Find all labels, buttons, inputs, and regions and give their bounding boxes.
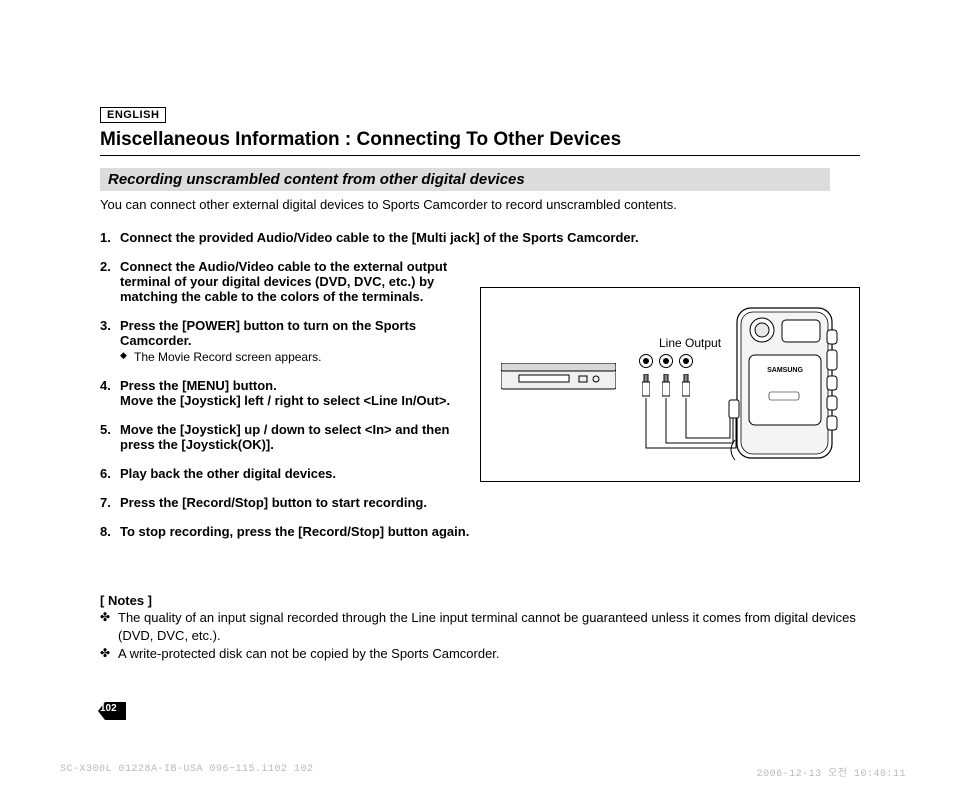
main-row: Connect the Audio/Video cable to the ext…	[100, 259, 860, 553]
step-item: Press the [MENU] button. Move the [Joyst…	[100, 378, 470, 408]
manual-page: ENGLISH Miscellaneous Information : Conn…	[0, 0, 954, 802]
steps-column: Connect the Audio/Video cable to the ext…	[100, 259, 470, 553]
step-item: Play back the other digital devices.	[100, 466, 470, 481]
intro-text: You can connect other external digital d…	[100, 197, 860, 212]
print-footer: SC-X300L 01228A-IB-USA 096~115.i102 102 …	[60, 764, 906, 780]
step-text: Connect the provided Audio/Video cable t…	[120, 230, 639, 245]
footer-right: 2006-12-13 오전 10:40:11	[757, 764, 906, 780]
step-text: Play back the other digital devices.	[120, 466, 336, 481]
step-text: Move the [Joystick] up / down to select …	[120, 422, 449, 452]
footer-left: SC-X300L 01228A-IB-USA 096~115.i102 102	[60, 764, 314, 780]
step-item: To stop recording, press the [Record/Sto…	[100, 524, 470, 539]
step-item: Press the [Record/Stop] button to start …	[100, 495, 470, 510]
step-item: Move the [Joystick] up / down to select …	[100, 422, 470, 452]
brand-label: SAMSUNG	[767, 367, 803, 374]
step-text: Connect the Audio/Video cable to the ext…	[120, 259, 447, 304]
step-item: Connect the Audio/Video cable to the ext…	[100, 259, 470, 304]
title-rule	[100, 155, 860, 156]
notes-block: [ Notes ] The quality of an input signal…	[100, 593, 860, 663]
step-text: Press the [Record/Stop] button to start …	[120, 495, 427, 510]
content-area: ENGLISH Miscellaneous Information : Conn…	[100, 105, 860, 663]
step-text: Press the [MENU] button. Move the [Joyst…	[120, 378, 450, 408]
note-item: A write-protected disk can not be copied…	[100, 645, 860, 663]
step-sub: The Movie Record screen appears.	[120, 350, 470, 364]
camcorder-icon: SAMSUNG	[727, 300, 847, 470]
section-subtitle: Recording unscrambled content from other…	[100, 168, 830, 191]
page-number: 102	[100, 703, 117, 714]
step-item: Press the [POWER] button to turn on the …	[100, 318, 470, 364]
page-title: Miscellaneous Information : Connecting T…	[100, 129, 860, 151]
step-item: Connect the provided Audio/Video cable t…	[100, 230, 830, 245]
step-list-top: Connect the provided Audio/Video cable t…	[100, 230, 830, 245]
step-text: To stop recording, press the [Record/Sto…	[120, 524, 469, 539]
language-badge: ENGLISH	[100, 107, 166, 123]
connection-diagram: Line Output	[480, 287, 860, 482]
note-item: The quality of an input signal recorded …	[100, 609, 860, 644]
step-list: Connect the Audio/Video cable to the ext…	[100, 259, 470, 539]
figure-column: Line Output	[470, 259, 860, 553]
notes-header: [ Notes ]	[100, 593, 860, 608]
step-text: Press the [POWER] button to turn on the …	[120, 318, 416, 348]
